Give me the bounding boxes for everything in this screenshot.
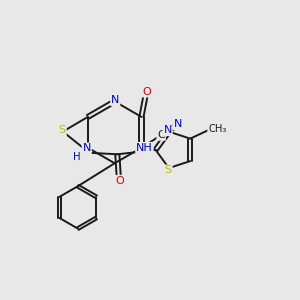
Text: N: N	[164, 125, 172, 135]
Text: N: N	[82, 143, 91, 153]
Text: S: S	[165, 165, 172, 176]
Text: N: N	[173, 119, 182, 129]
Text: CH₃: CH₃	[208, 124, 226, 134]
Text: O: O	[142, 87, 151, 97]
Text: NH: NH	[136, 143, 153, 153]
Text: C: C	[157, 130, 165, 140]
Text: O: O	[116, 176, 124, 186]
Text: S: S	[59, 125, 66, 135]
Text: N: N	[111, 95, 119, 105]
Text: H: H	[73, 152, 80, 162]
